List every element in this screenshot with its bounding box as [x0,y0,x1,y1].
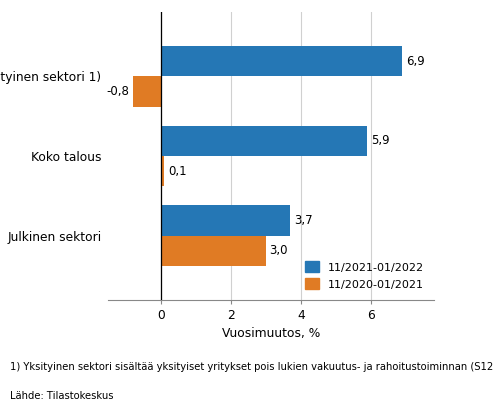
Bar [161,156,165,186]
Bar [161,126,367,156]
Text: 0,1: 0,1 [168,165,186,178]
Bar [161,236,266,266]
Text: 6,9: 6,9 [406,54,424,68]
X-axis label: Vuosimuutos, %: Vuosimuutos, % [222,327,320,340]
Text: Lähde: Tilastokeskus: Lähde: Tilastokeskus [10,391,113,401]
Text: 1) Yksityinen sektori sisältää yksityiset yritykset pois lukien vakuutus- ja rah: 1) Yksityinen sektori sisältää yksityise… [10,362,493,372]
Bar [133,76,161,106]
Text: 3,0: 3,0 [269,244,288,258]
Bar [161,46,402,76]
Text: 5,9: 5,9 [371,134,389,147]
Legend: 11/2021-01/2022, 11/2020-01/2021: 11/2021-01/2022, 11/2020-01/2021 [301,257,428,294]
Text: 3,7: 3,7 [294,214,313,227]
Bar [161,206,290,236]
Text: -0,8: -0,8 [106,85,130,98]
